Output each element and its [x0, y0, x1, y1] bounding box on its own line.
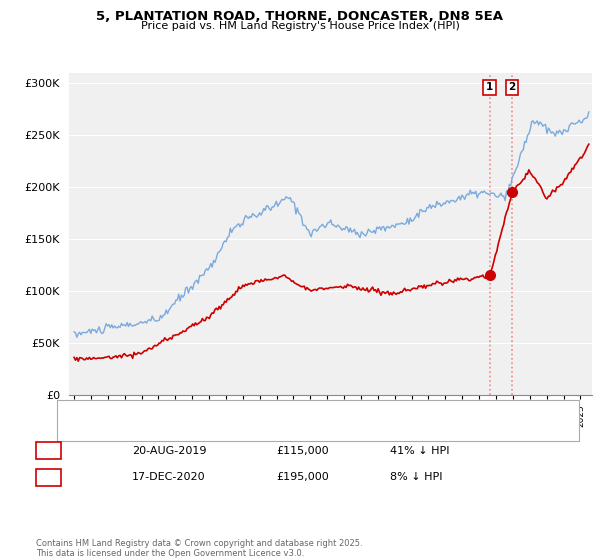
Text: £195,000: £195,000 — [276, 472, 329, 482]
Text: 41% ↓ HPI: 41% ↓ HPI — [390, 446, 449, 456]
Text: 17-DEC-2020: 17-DEC-2020 — [132, 472, 206, 482]
Text: 1: 1 — [45, 446, 52, 456]
Text: Price paid vs. HM Land Registry's House Price Index (HPI): Price paid vs. HM Land Registry's House … — [140, 21, 460, 31]
Text: 5, PLANTATION ROAD, THORNE, DONCASTER, DN8 5EA: 5, PLANTATION ROAD, THORNE, DONCASTER, D… — [97, 10, 503, 22]
Text: HPI: Average price, detached house, Doncaster: HPI: Average price, detached house, Donc… — [96, 422, 327, 432]
Text: £115,000: £115,000 — [276, 446, 329, 456]
Text: 2: 2 — [509, 82, 516, 92]
Text: 20-AUG-2019: 20-AUG-2019 — [132, 446, 206, 456]
Text: Contains HM Land Registry data © Crown copyright and database right 2025.
This d: Contains HM Land Registry data © Crown c… — [36, 539, 362, 558]
Text: 1: 1 — [486, 82, 493, 92]
Text: 8% ↓ HPI: 8% ↓ HPI — [390, 472, 443, 482]
Text: 5, PLANTATION ROAD, THORNE, DONCASTER, DN8 5EA (detached house): 5, PLANTATION ROAD, THORNE, DONCASTER, D… — [96, 405, 454, 416]
Text: 2: 2 — [45, 472, 52, 482]
